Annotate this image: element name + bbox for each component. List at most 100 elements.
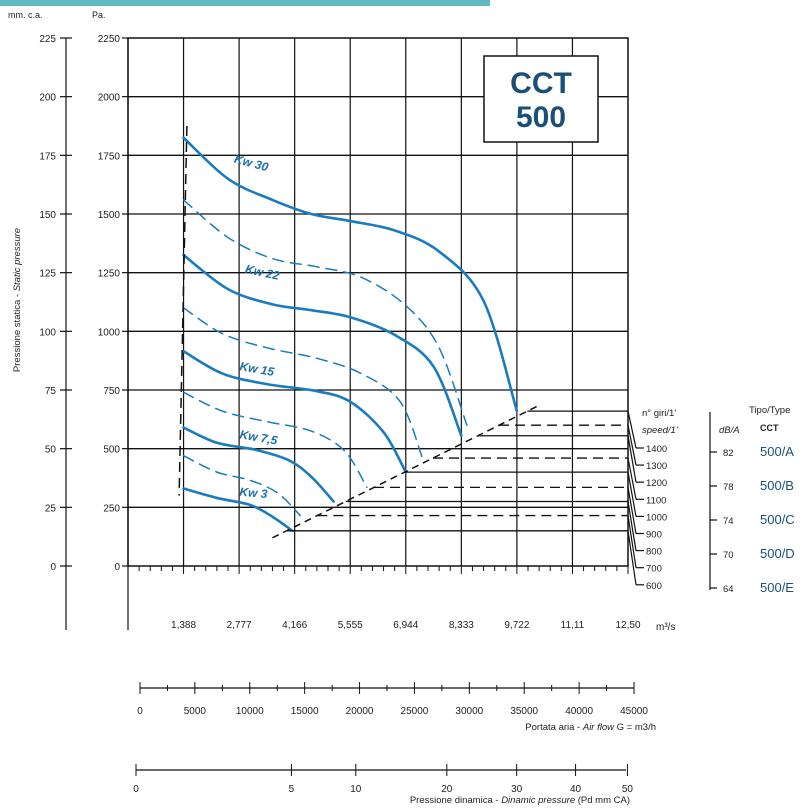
x-axis-dynamic-title: Pressione dinamica - Dinamic pressure (P… (410, 795, 630, 806)
speed-connector (627, 457, 637, 500)
model-box-line1: CCT (510, 67, 572, 100)
model-box-line2: 500 (516, 101, 566, 134)
speed-connector (627, 435, 637, 483)
top-accent-bar (0, 0, 490, 6)
x-tick-label-dynamic: 10 (350, 784, 362, 795)
curve-label: Kw 3 (239, 485, 268, 501)
x-tick-label-m3h: 5000 (184, 706, 207, 717)
type-dba: 78 (723, 482, 734, 493)
y-tick-label-mmca: 175 (39, 151, 56, 162)
series-solid-curve (182, 136, 519, 413)
x-ticks-dynamic: 0 5 10 20 30 40 50 (133, 764, 633, 795)
type-dba: 64 (723, 584, 734, 595)
dba-header: dB/A (719, 425, 740, 436)
speed-connector (627, 515, 637, 568)
x-tick-label-dynamic: 30 (511, 784, 523, 795)
speed-connector (627, 487, 637, 534)
y-tick-label-mmca: 50 (45, 445, 57, 456)
x-axis-dynamic-title-italic: Dinamic pressure (501, 795, 575, 806)
y-tick-label-mmca: 225 (39, 34, 56, 45)
speed-value: 1300 (646, 461, 667, 472)
speed-connector (627, 530, 637, 585)
series-dashed-curve (182, 307, 424, 459)
y-tick-label-pa: 2000 (98, 93, 121, 104)
y-tick-label-pa: 750 (103, 386, 120, 397)
x-tick-label-m3h: 20000 (346, 706, 374, 717)
x-tick-label-m3s: 1,388 (171, 620, 196, 631)
x-tick-label-m3s: 4,166 (282, 620, 307, 631)
speed-value: 1000 (646, 512, 667, 523)
y-ticks: 0 0 25 250 50 500 75 750 100 1000 125 1250 150 1500 17… (39, 34, 128, 573)
series-solid-curve (182, 487, 294, 533)
y-unit-pa: Pa. (92, 10, 106, 20)
speed-value: 900 (646, 530, 662, 541)
series-dashed-curve (182, 199, 468, 426)
x-axis-m3h-title-italic: Air flow (582, 722, 615, 733)
speed-value: 1400 (646, 444, 667, 455)
y-tick-label-mmca: 75 (45, 386, 57, 397)
x-tick-label-m3h: 10000 (236, 706, 264, 717)
x-tick-label-dynamic: 20 (441, 784, 453, 795)
curve-label: Kw 22 (244, 262, 281, 283)
x-tick-label-m3h: 30000 (455, 706, 483, 717)
curve-label: Kw 7,5 (239, 427, 279, 447)
y-tick-label-mmca: 0 (50, 562, 56, 573)
x-tick-label-m3h: 25000 (401, 706, 429, 717)
type-name: 500/E (760, 580, 794, 595)
speed-connector (627, 410, 637, 449)
x-tick-label-m3s: 9,722 (504, 620, 529, 631)
min-flow-line (178, 125, 188, 496)
y-tick-label-mmca: 125 (39, 269, 56, 280)
y-tick-label-pa: 1750 (98, 151, 121, 162)
x-tick-label-m3h: 45000 (620, 706, 648, 717)
type-name: 500/C (760, 512, 795, 527)
speed-header-line2: speed/1' (642, 425, 679, 436)
speed-connector (627, 425, 637, 466)
x-tick-label-m3h: 15000 (291, 706, 319, 717)
model-box-frame (483, 55, 599, 143)
type-header-line1: Tipo/Type (749, 405, 790, 416)
x-tick-label-dynamic: 40 (570, 784, 582, 795)
x-tick-label-m3s: 11,11 (561, 620, 585, 631)
type-name: 500/B (760, 478, 794, 493)
y-tick-label-mmca: 150 (39, 210, 56, 221)
series-solid-curve (182, 349, 408, 474)
speed-value: 600 (646, 581, 662, 592)
speed-rows: 1400 1300 1200 1100 1000 900 800 700 600 (286, 410, 667, 592)
x-tick-label-m3s: 8,333 (449, 620, 474, 631)
type-dba: 70 (723, 550, 734, 561)
y-tick-label-pa: 1000 (98, 327, 121, 338)
model-box: CCT 500 (483, 55, 599, 143)
speed-value: 1200 (646, 478, 667, 489)
x-tick-label-m3h: 0 (137, 706, 143, 717)
speed-connector (627, 472, 637, 517)
x-tick-label-m3s: 12,50 (615, 620, 640, 631)
series-dashed-curve (182, 454, 301, 517)
x-tick-label-m3s: 5,555 (338, 620, 363, 631)
y-tick-label-mmca: 25 (45, 503, 57, 514)
speed-value: 800 (646, 547, 662, 558)
type-name: 500/A (760, 444, 794, 459)
fan-curves (178, 125, 538, 539)
type-dba: 82 (723, 448, 734, 459)
x-axis-m3h-title-suffix: G = m3/h (614, 722, 656, 733)
y-unit-mmca: mm. c.a. (8, 10, 43, 20)
x-tick-label-dynamic: 0 (133, 784, 139, 795)
x-tick-label-dynamic: 5 (289, 784, 295, 795)
y-axis-title-prefix: Pressione statica - (12, 291, 23, 372)
series-solid-curve (182, 426, 335, 503)
curve-label: Kw 15 (239, 359, 276, 379)
x-tick-label-m3s: 6,944 (393, 620, 418, 631)
x-ticks-m3h: 0 5000 10000 15000 20000 25000 30000 35000 40000… (137, 682, 648, 717)
y-tick-label-pa: 2250 (98, 34, 121, 45)
x-tick-label-m3h: 40000 (565, 706, 593, 717)
series-dashed-curve (182, 391, 368, 489)
x-tick-label-dynamic: 50 (622, 784, 634, 795)
y-tick-label-pa: 0 (114, 562, 120, 573)
x-ticks-m3s: 1,388 2,777 4,166 5,555 6,944 8,333 9,722 11,11… (127, 566, 641, 631)
series-solid-curve (182, 253, 463, 438)
y-tick-label-pa: 1500 (98, 210, 121, 221)
speed-header-line1: n° giri/1' (642, 408, 676, 419)
x-tick-label-m3s: 2,777 (227, 620, 252, 631)
